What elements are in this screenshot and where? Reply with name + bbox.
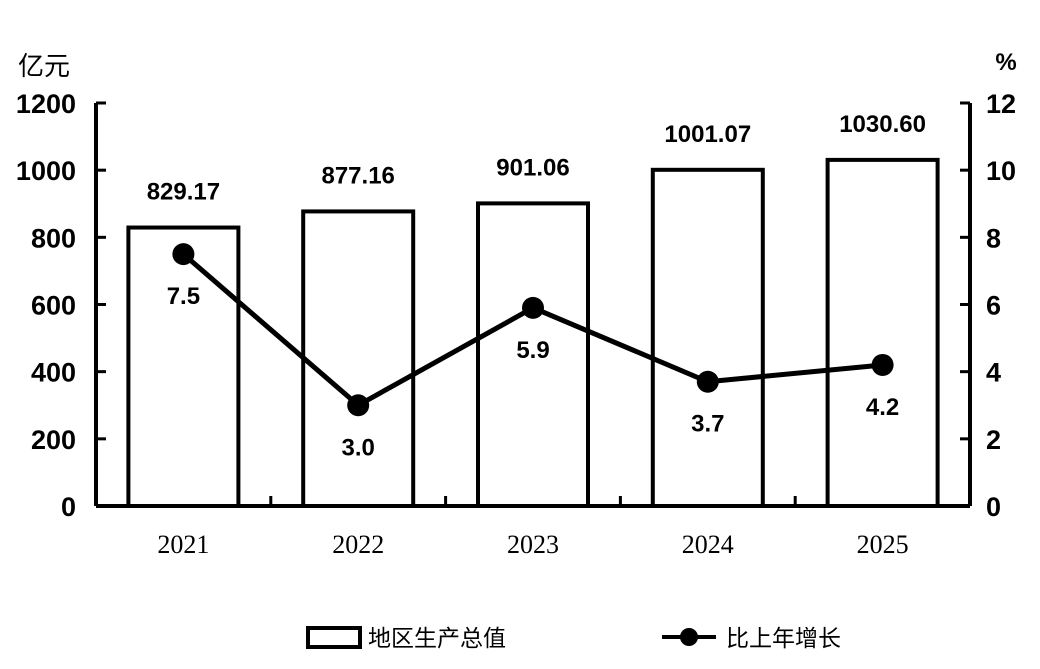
x-tick-label: 2023 bbox=[507, 530, 559, 559]
right-axis-unit: % bbox=[995, 49, 1016, 76]
line-point bbox=[871, 353, 894, 376]
line-value-label: 4.2 bbox=[866, 394, 899, 421]
x-tick-label: 2021 bbox=[157, 530, 209, 559]
line-point bbox=[696, 370, 719, 393]
left-tick-label: 400 bbox=[31, 358, 76, 388]
bar-value-label: 829.17 bbox=[147, 179, 220, 206]
right-tick-label: 4 bbox=[986, 358, 1001, 388]
bar bbox=[825, 157, 940, 508]
line-series bbox=[172, 243, 894, 417]
bar-value-label: 877.16 bbox=[321, 162, 394, 189]
line-value-labels: 7.5 3.0 5.9 3.7 4.2 bbox=[167, 283, 900, 461]
right-tick-label: 12 bbox=[986, 89, 1016, 119]
bar bbox=[126, 225, 241, 508]
left-tick-label: 800 bbox=[31, 223, 76, 253]
line-value-label: 3.7 bbox=[691, 411, 724, 438]
bar-value-label: 1001.07 bbox=[664, 121, 751, 148]
right-tick-label: 8 bbox=[986, 223, 1001, 253]
right-tick-label: 6 bbox=[986, 291, 1001, 321]
legend-line-label: 比上年增长 bbox=[726, 626, 841, 652]
right-tick-label: 2 bbox=[986, 425, 1001, 455]
line-value-label: 5.9 bbox=[516, 337, 549, 364]
line-value-label: 7.5 bbox=[167, 283, 200, 310]
left-tick-label: 1200 bbox=[16, 89, 76, 119]
right-tick-label: 10 bbox=[986, 156, 1016, 186]
bar bbox=[650, 167, 765, 509]
bar-value-label: 901.06 bbox=[496, 154, 569, 181]
bar-value-labels: 829.17 877.16 901.06 1001.07 1030.60 bbox=[147, 111, 926, 206]
bar-value-label: 1030.60 bbox=[839, 111, 926, 138]
legend-bar-label: 地区生产总值 bbox=[368, 626, 506, 652]
line-point bbox=[347, 394, 370, 417]
line-point bbox=[172, 243, 195, 266]
left-tick-label: 1000 bbox=[16, 156, 76, 186]
left-axis-unit: 亿元 bbox=[18, 52, 70, 82]
left-tick-label: 200 bbox=[31, 425, 76, 455]
legend: 地区生产总值 比上年增长 bbox=[306, 626, 841, 652]
line-value-label: 3.0 bbox=[342, 434, 375, 461]
legend-bar-swatch bbox=[306, 626, 362, 649]
legend-line-marker bbox=[680, 628, 698, 646]
left-axis: 0 200 400 600 800 1000 1200 bbox=[16, 89, 106, 522]
bar-series bbox=[126, 157, 940, 509]
line-point bbox=[522, 296, 544, 319]
x-tick-label: 2025 bbox=[857, 530, 909, 559]
left-tick-label: 600 bbox=[31, 291, 76, 321]
left-tick-label: 0 bbox=[61, 492, 76, 522]
x-tick-label: 2024 bbox=[682, 530, 734, 559]
x-tick-label: 2022 bbox=[332, 530, 384, 559]
bar bbox=[476, 201, 590, 508]
right-tick-label: 0 bbox=[986, 492, 1001, 522]
bar bbox=[301, 209, 416, 508]
right-axis: 0 2 4 6 8 10 12 bbox=[960, 89, 1016, 522]
